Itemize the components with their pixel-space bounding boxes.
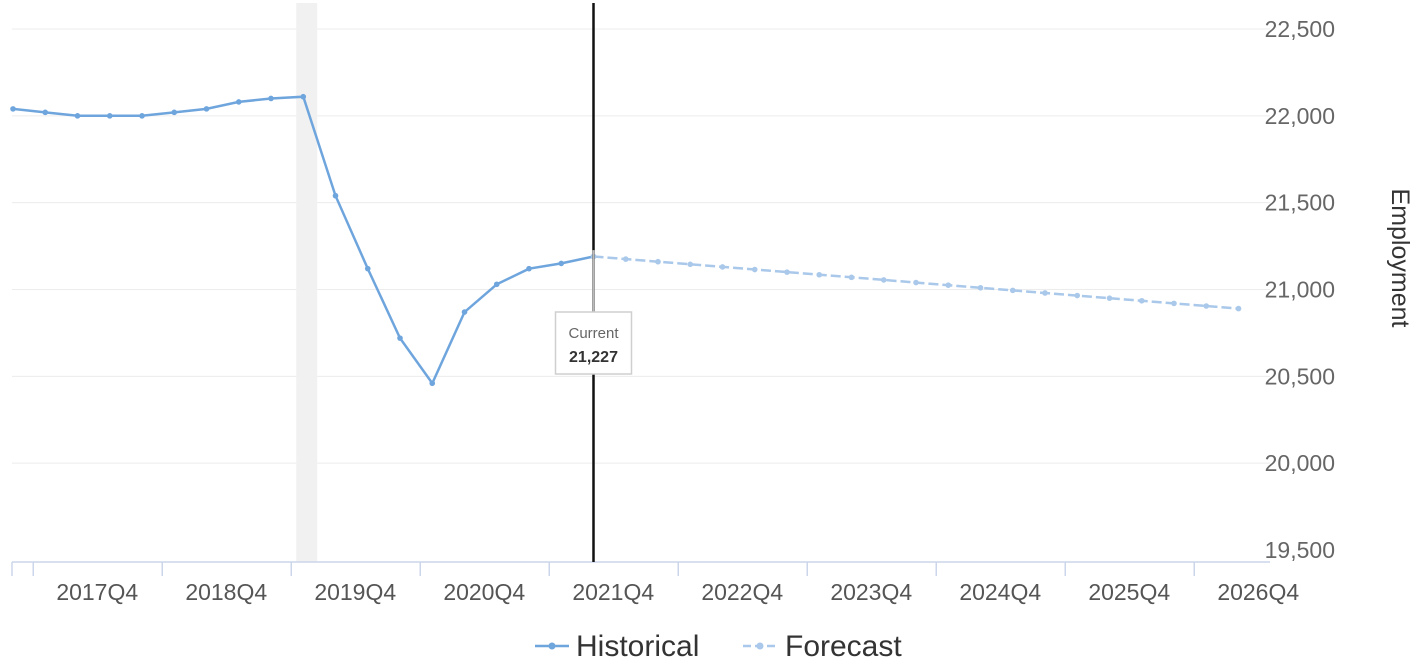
data-point xyxy=(1203,303,1210,309)
data-point xyxy=(880,277,887,283)
tooltip-box xyxy=(554,311,633,375)
y-tick-label: 21,500 xyxy=(1265,190,1335,216)
legend-marker-forecast xyxy=(756,642,764,650)
tooltip-label: Current xyxy=(568,325,619,342)
gridlines xyxy=(12,28,1270,464)
data-point xyxy=(1171,300,1177,307)
x-tick-label: 2017Q4 xyxy=(56,579,138,605)
data-point xyxy=(1235,305,1242,312)
data-point xyxy=(1106,295,1113,301)
x-tick-label: 2025Q4 xyxy=(1088,579,1170,605)
legend-marker-historical xyxy=(548,642,556,650)
x-tick-label: 2026Q4 xyxy=(1217,579,1299,605)
y-axis-label: Employment xyxy=(1386,189,1414,328)
data-point xyxy=(171,109,178,116)
data-point xyxy=(784,269,790,275)
data-point xyxy=(42,109,49,116)
data-point xyxy=(493,281,500,288)
tooltip-value: 21,227 xyxy=(569,349,618,366)
data-point xyxy=(203,106,210,112)
x-tick-label: 2022Q4 xyxy=(701,579,783,605)
x-tick-label: 2018Q4 xyxy=(185,579,267,605)
data-point xyxy=(945,282,952,288)
data-point xyxy=(139,113,145,119)
data-point xyxy=(364,265,371,272)
data-point xyxy=(461,309,468,315)
data-point xyxy=(397,335,403,341)
data-point xyxy=(10,106,16,112)
data-point xyxy=(719,264,726,270)
series-group xyxy=(10,93,1242,387)
data-point xyxy=(687,261,694,268)
data-point xyxy=(106,113,113,119)
data-point xyxy=(300,93,307,100)
data-point xyxy=(1009,287,1016,294)
data-point xyxy=(235,99,242,105)
legend-label-forecast: Forecast xyxy=(785,630,902,660)
data-point xyxy=(622,256,629,262)
x-tick-label: 2020Q4 xyxy=(443,579,525,605)
y-tick-label: 21,000 xyxy=(1265,277,1335,303)
data-point xyxy=(816,271,823,278)
data-point xyxy=(751,266,758,273)
data-point xyxy=(429,380,436,387)
shaded-period xyxy=(296,3,318,562)
current-marker: Current 21,227 xyxy=(554,3,633,562)
y-tick-label: 22,000 xyxy=(1265,103,1335,129)
x-tick-label: 2024Q4 xyxy=(959,579,1041,605)
x-tick-label: 2019Q4 xyxy=(314,579,396,605)
recession-shade xyxy=(296,3,318,562)
data-point xyxy=(526,265,532,272)
x-tick-label: 2021Q4 xyxy=(572,579,654,605)
legend: Historical Forecast xyxy=(535,630,902,663)
data-point xyxy=(655,258,661,265)
x-axis: 2017Q4 2018Q4 2019Q4 2020Q4 2021Q4 2022Q4 2023… xyxy=(11,561,1299,605)
data-point xyxy=(74,113,81,119)
y-tick-label: 22,500 xyxy=(1265,16,1335,42)
data-point xyxy=(848,274,855,281)
data-point xyxy=(1138,297,1145,304)
data-point xyxy=(913,279,919,286)
data-point xyxy=(977,284,984,291)
data-point xyxy=(268,95,274,102)
data-point xyxy=(1042,290,1048,296)
y-tick-label: 20,000 xyxy=(1265,450,1335,476)
x-tick-label: 2023Q4 xyxy=(830,579,912,605)
legend-label-historical: Historical xyxy=(576,630,699,660)
data-point xyxy=(1074,292,1081,299)
y-tick-label: 20,500 xyxy=(1265,363,1335,389)
y-tick-label: 19,500 xyxy=(1265,537,1335,563)
data-point xyxy=(558,260,565,267)
y-axis-ticks: 19,500 20,000 20,500 21,000 21,500 22,000 22,5… xyxy=(1265,16,1335,563)
data-point xyxy=(332,192,339,199)
